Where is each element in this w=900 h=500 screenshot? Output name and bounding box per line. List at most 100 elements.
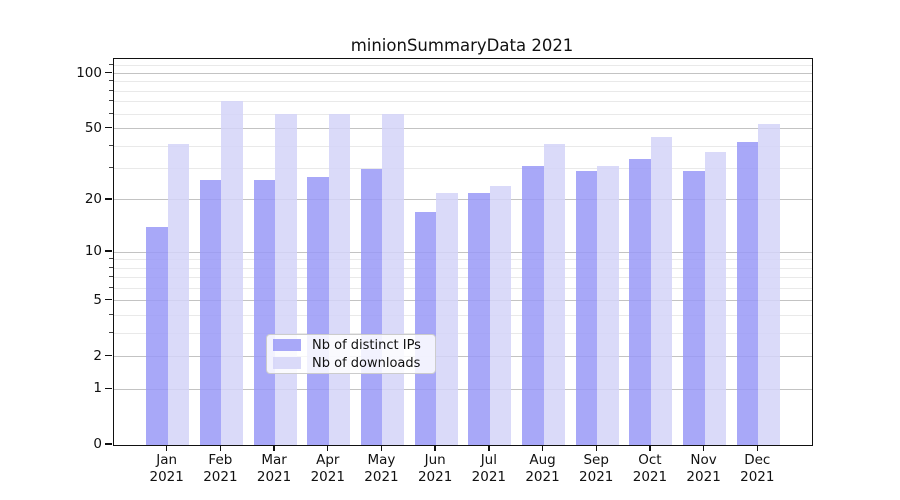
bar-downloads-jul [489,185,512,445]
gridline-major-5 [114,300,812,302]
y-tick-5 [105,299,112,301]
gridline-major-50 [114,128,812,130]
gridline-minor-9 [114,259,812,261]
x-tick-label-feb: Feb 2021 [203,452,238,485]
y-tick-label-2: 2 [93,347,102,364]
y-minortick-9 [109,258,113,260]
y-minortick-3 [109,331,113,333]
gridline-minor-7 [114,277,812,279]
bar-downloads-mar [275,114,297,445]
bar-distinct-ips-jan [146,227,168,445]
bar-downloads-jan [167,144,190,445]
bar-distinct-ips-aug [522,166,544,445]
y-minortick-70 [109,100,113,102]
x-tick-label-mar: Mar 2021 [256,452,292,485]
plot-area [113,58,813,446]
bar-downloads-nov [704,152,727,445]
gridline-major-100 [114,73,812,75]
chart-title: minionSummaryData 2021 [350,36,574,55]
gridline-major-20 [114,199,812,201]
y-tick-label-10: 10 [84,243,102,259]
y-tick-label-100: 100 [76,64,102,81]
gridline-minor-60 [114,113,812,115]
y-minortick-7 [109,276,113,278]
legend-label-downloads: Nb of downloads [312,355,421,371]
y-tick-20 [105,198,112,200]
x-tick-label-jun: Jun 2021 [417,452,453,485]
legend-label-distinct-ips: Nb of distinct IPs [312,337,421,353]
legend: Nb of distinct IPs Nb of downloads [266,334,436,374]
bar-downloads-dec [758,123,780,445]
x-tick-feb [219,445,222,451]
gridline-minor-30 [114,168,812,170]
gridline-minor-6 [114,287,812,289]
legend-entry-distinct-ips: Nb of distinct IPs [273,338,429,353]
x-tick-nov [702,445,705,451]
y-minortick-40 [109,144,113,146]
y-tick-label-20: 20 [84,190,102,207]
x-tick-label-jul: Jul 2021 [471,452,507,485]
bar-downloads-oct [650,136,673,445]
bar-distinct-ips-may [360,168,383,445]
x-tick-aug [541,445,544,451]
y-tick-100 [105,71,112,74]
y-tick-0 [105,443,112,445]
x-tick-label-apr: Apr 2021 [310,452,345,485]
bar-downloads-may [382,114,404,445]
x-tick-label-aug: Aug 2021 [525,452,560,485]
gridline-minor-90 [114,81,812,83]
y-minortick-6 [109,286,113,288]
y-tick-label-50: 50 [84,119,102,136]
gridline-major-2 [114,356,812,358]
x-tick-label-jan: Jan 2021 [149,452,184,485]
x-tick-jun [434,445,436,451]
gridline-minor-4 [114,314,812,316]
bar-downloads-aug [543,144,566,445]
x-tick-label-oct: Oct 2021 [632,452,668,485]
x-tick-may [380,445,383,451]
y-tick-1 [105,387,112,389]
gridline-major-10 [114,251,812,253]
gridline-minor-8 [114,267,812,269]
bar-distinct-ips-oct [629,158,651,445]
y-tick-50 [105,126,112,129]
y-minortick-90 [109,80,113,82]
bar-distinct-ips-sep [575,171,598,445]
y-minortick-8 [109,266,113,268]
y-tick-label-1: 1 [93,380,102,397]
legend-swatch-distinct-ips [273,339,301,351]
y-minortick-60 [109,112,113,114]
x-tick-jul [488,445,490,451]
x-tick-jan [165,445,168,451]
y-tick-10 [105,250,112,252]
gridline-minor-40 [114,145,812,147]
gridline-minor-3 [114,332,812,334]
bar-distinct-ips-jul [468,192,490,445]
x-tick-label-may: May 2021 [364,452,399,485]
bar-downloads-jun [436,192,458,445]
x-tick-apr [327,445,329,451]
y-minortick-4 [109,313,113,315]
legend-entry-downloads: Nb of downloads [273,356,429,371]
legend-swatch-downloads [273,357,301,369]
x-tick-mar [273,445,275,451]
gridline-major-1 [114,388,812,390]
y-tick-2 [105,354,112,357]
x-tick-label-nov: Nov 2021 [686,452,721,485]
bar-distinct-ips-nov [683,171,705,445]
bar-distinct-ips-jun [414,212,437,445]
bar-distinct-ips-mar [253,179,276,445]
bar-distinct-ips-apr [307,176,329,445]
gridline-minor-110 [114,65,812,67]
x-tick-label-dec: Dec 2021 [740,452,775,485]
bar-downloads-apr [328,114,351,445]
x-tick-oct [649,445,651,451]
y-minortick-110 [109,64,113,66]
bar-downloads-sep [597,166,619,445]
gridline-minor-70 [114,101,812,103]
y-minortick-30 [109,167,113,169]
y-minortick-80 [109,89,113,91]
gridline-minor-80 [114,90,812,92]
y-tick-label-5: 5 [93,291,102,308]
